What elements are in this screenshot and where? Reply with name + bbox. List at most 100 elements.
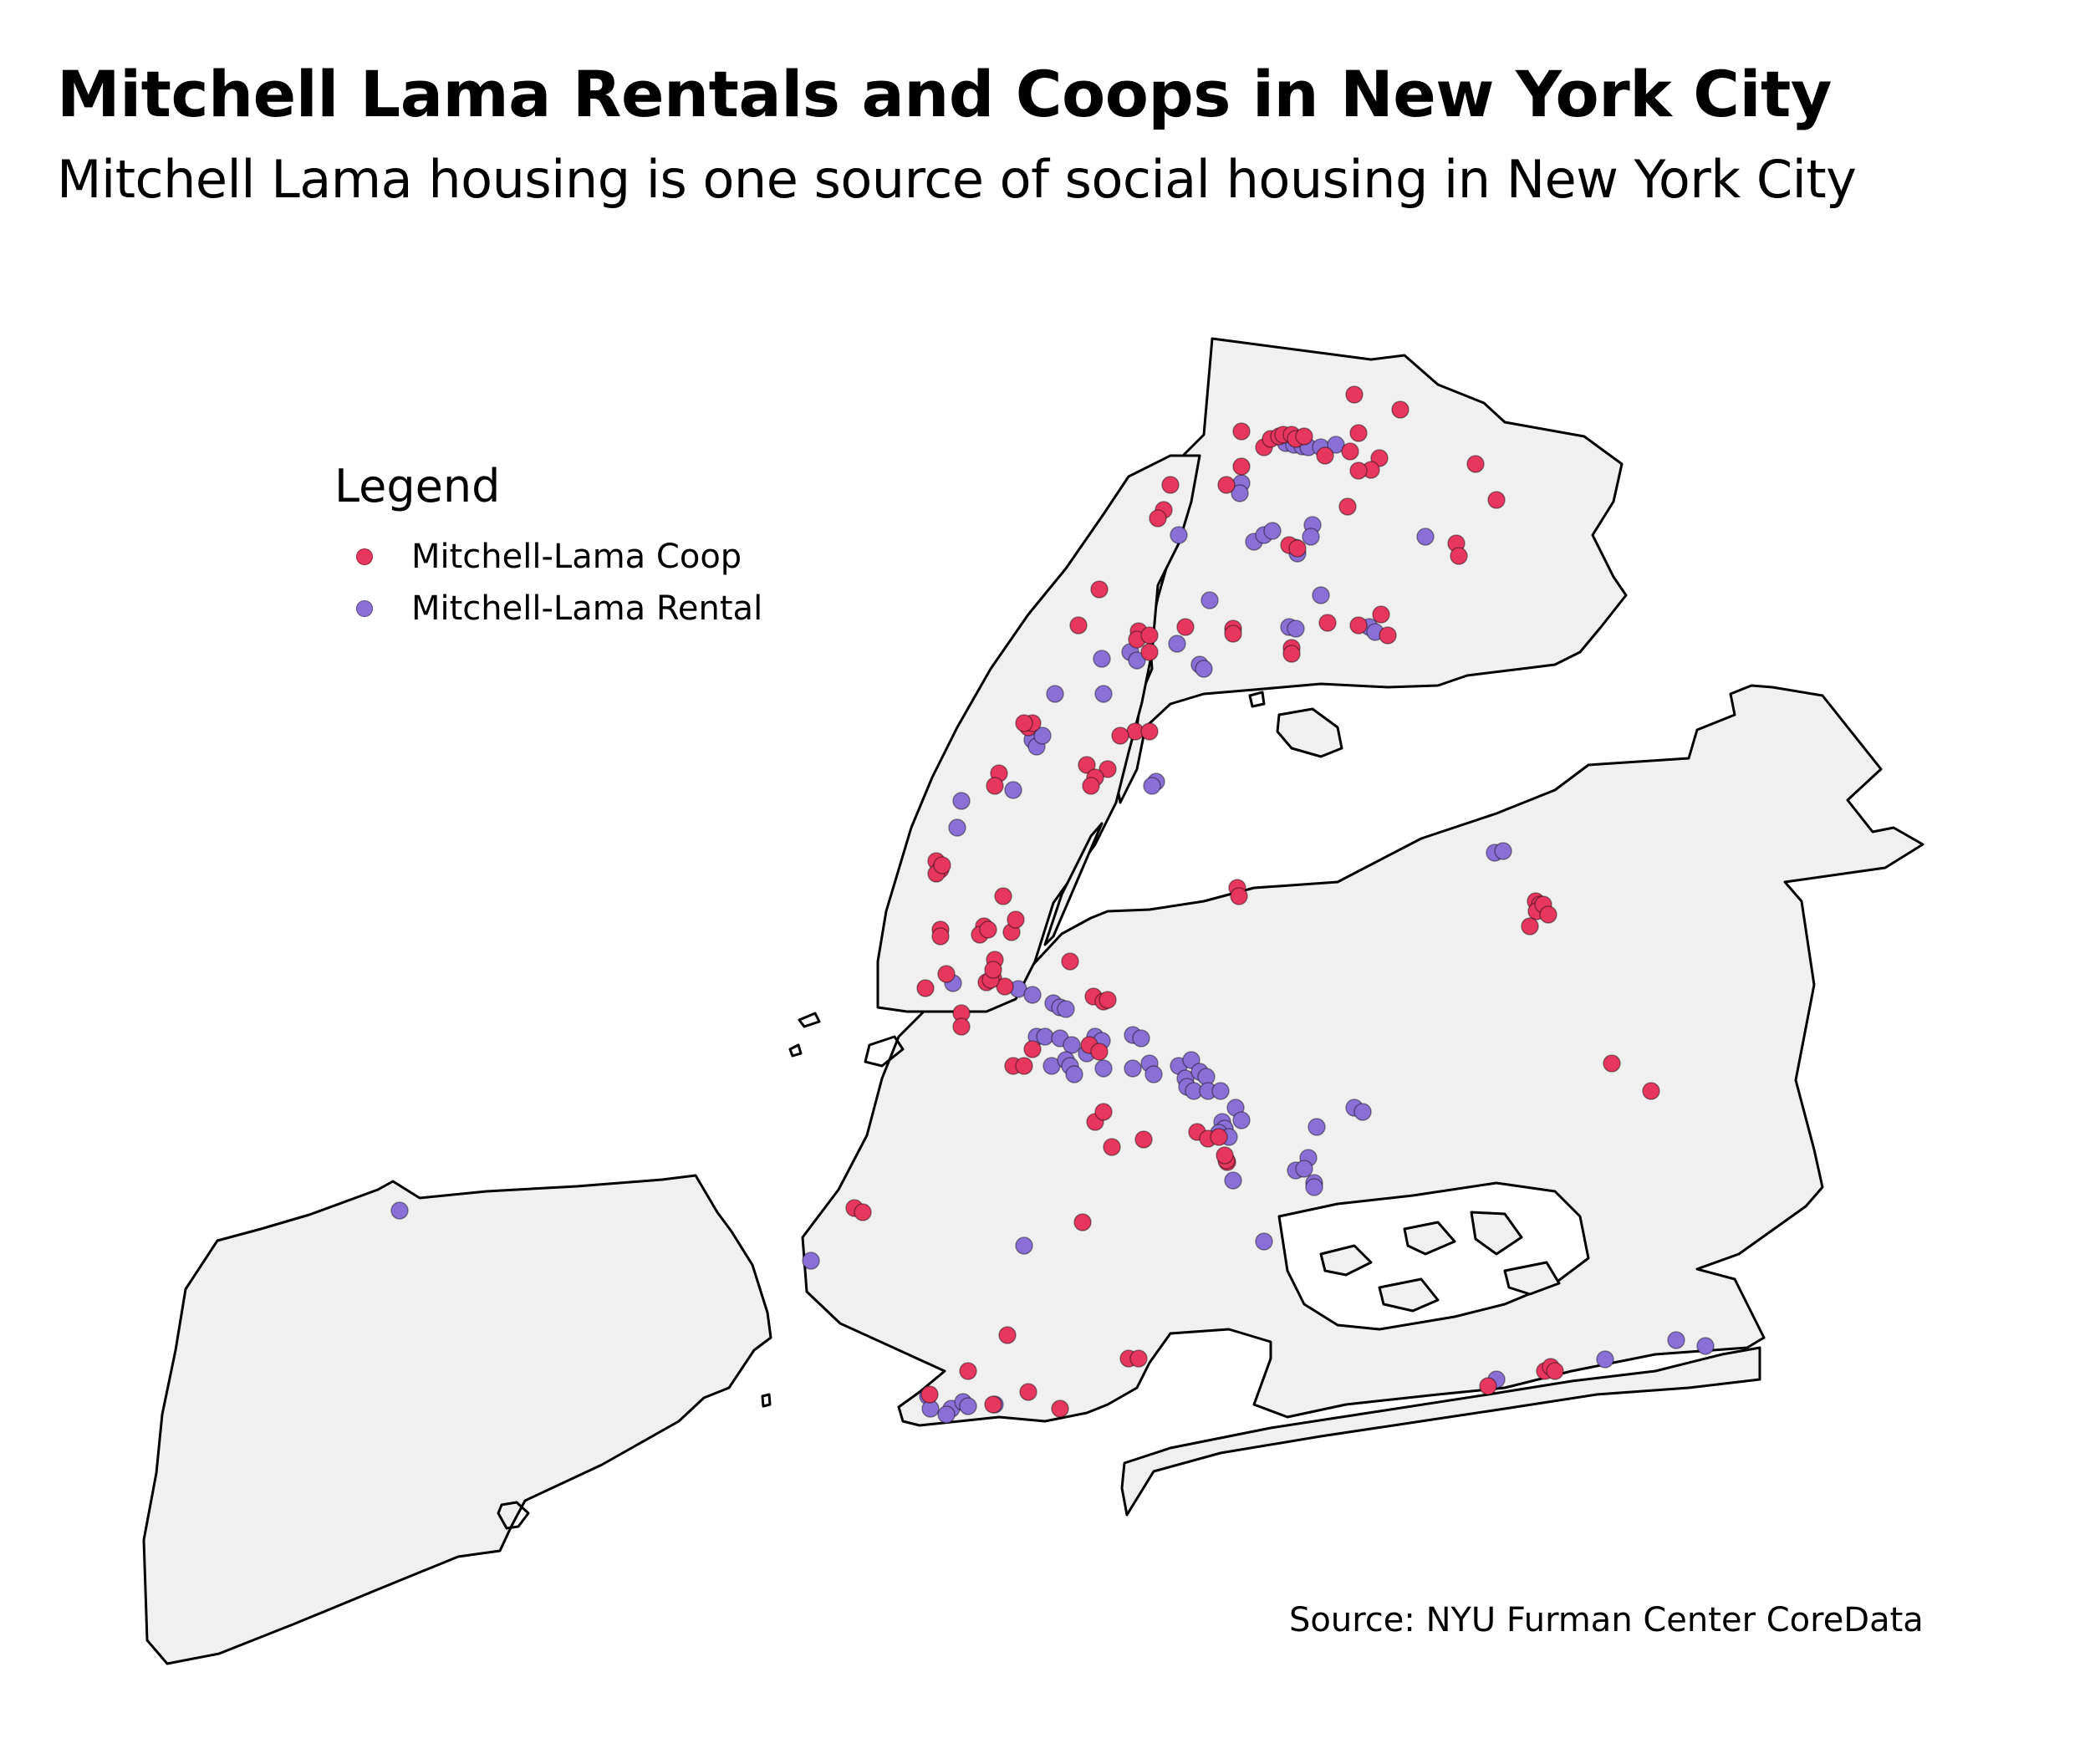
- coop-point: [1372, 605, 1390, 624]
- coop-point: [1318, 614, 1337, 632]
- coop-point: [1094, 1103, 1113, 1121]
- coop-point: [1341, 442, 1359, 461]
- rental-point: [948, 818, 966, 837]
- rental-point: [1124, 1059, 1142, 1078]
- marsh-island-4: [1378, 1277, 1440, 1313]
- rental-point: [1195, 660, 1213, 678]
- rental-point: [1255, 1232, 1273, 1251]
- coop-point: [1007, 910, 1025, 929]
- coop-point: [1216, 1146, 1234, 1165]
- page-title: Mitchell Lama Rentals and Coops in New Y…: [57, 57, 1832, 131]
- rental-point: [1312, 586, 1330, 604]
- coop-point: [1015, 1057, 1033, 1075]
- coop-point: [1082, 777, 1100, 795]
- coop-point: [1140, 643, 1159, 661]
- coop-point: [984, 961, 1002, 979]
- coop-point: [1224, 625, 1242, 643]
- coop-point: [1379, 626, 1397, 645]
- rental-point: [959, 1397, 977, 1415]
- rental-point: [1033, 727, 1052, 745]
- legend: Legend Mitchell-Lama Coop Mitchell-Lama …: [334, 460, 762, 635]
- small-islet: [761, 1393, 772, 1408]
- coop-point: [1090, 1043, 1109, 1061]
- coop-point: [1019, 1383, 1037, 1401]
- rental-point: [1667, 1331, 1685, 1349]
- coop-point: [1349, 461, 1368, 480]
- coop-point: [1487, 491, 1506, 509]
- rental-point: [1057, 1000, 1075, 1018]
- coop-point: [1140, 722, 1159, 741]
- rental-point: [1287, 619, 1305, 638]
- rental-point: [390, 1201, 409, 1220]
- marsh-island-1: [1319, 1244, 1373, 1277]
- page-subtitle: Mitchell Lama housing is one source of s…: [57, 149, 1857, 210]
- coop-point: [1466, 455, 1485, 473]
- legend-item-coop: Mitchell-Lama Coop: [334, 531, 762, 583]
- rental-point: [1494, 842, 1512, 860]
- coop-point: [1230, 887, 1248, 905]
- rental-point: [1211, 1082, 1230, 1100]
- rental-point: [1023, 986, 1042, 1004]
- rental-point: [1065, 1065, 1083, 1083]
- rental-point: [1302, 528, 1320, 546]
- coop-point: [931, 927, 950, 946]
- coop-point: [933, 856, 951, 874]
- coop-point: [1210, 1128, 1228, 1146]
- rental-point: [1295, 1160, 1313, 1178]
- coop-point: [1288, 539, 1307, 558]
- rental-point: [1696, 1337, 1715, 1355]
- marsh-island-3: [1470, 1211, 1523, 1256]
- coop-point: [1069, 616, 1088, 635]
- roosevelt-island: [1043, 822, 1104, 946]
- coop-point: [1149, 509, 1167, 528]
- legend-label-rental: Mitchell-Lama Rental: [411, 589, 763, 628]
- coop-point: [1073, 1213, 1092, 1231]
- rental-point: [1182, 1051, 1200, 1069]
- rental-point: [1094, 685, 1113, 703]
- coop-point: [920, 1385, 939, 1404]
- source-note: Source: NYU Furman Center CoreData: [1289, 1601, 1924, 1639]
- rental-point: [937, 1405, 956, 1424]
- coop-point: [1176, 618, 1195, 636]
- coop-point: [1129, 1349, 1148, 1368]
- rental-point: [1093, 650, 1111, 668]
- marsh-island-2: [1403, 1221, 1456, 1256]
- rockaway-peninsula: [1120, 1346, 1761, 1517]
- governors-island: [864, 1035, 905, 1068]
- coop-point: [1338, 497, 1357, 516]
- rental-point: [1327, 436, 1345, 454]
- coop-point: [1546, 1362, 1564, 1380]
- rental-point: [1232, 1111, 1251, 1129]
- rental-point: [1132, 1029, 1150, 1048]
- coop-point: [1642, 1082, 1660, 1100]
- ellis-island: [788, 1043, 803, 1058]
- staten-island-inlet: [497, 1501, 530, 1530]
- legend-label-coop: Mitchell-Lama Coop: [411, 538, 742, 576]
- coop-point: [1349, 616, 1368, 635]
- coop-point: [1316, 446, 1334, 465]
- coop-point: [1099, 760, 1117, 778]
- coop-point: [1479, 1377, 1497, 1395]
- coop-point: [1061, 952, 1079, 971]
- rental-point: [1144, 1065, 1163, 1083]
- rental-point: [1168, 635, 1186, 653]
- rental-point: [1224, 1171, 1242, 1190]
- coop-point: [998, 1326, 1017, 1344]
- coop-point: [994, 887, 1012, 905]
- rental-point: [1004, 781, 1022, 799]
- marsh-island-5: [1503, 1261, 1561, 1296]
- rental-point: [1094, 1059, 1113, 1078]
- rental-point: [1170, 526, 1188, 544]
- rental-point: [1036, 1027, 1054, 1046]
- rental-point: [1308, 1118, 1326, 1136]
- coop-point: [984, 1395, 1002, 1414]
- brooklyn-queens-shape: [801, 684, 1924, 1427]
- rental-point: [1128, 651, 1146, 670]
- coop-point: [1051, 1399, 1069, 1418]
- coop-point: [854, 1203, 872, 1221]
- rental-point: [1353, 1103, 1372, 1121]
- rental-point: [1143, 777, 1161, 795]
- coop-point: [1539, 905, 1557, 924]
